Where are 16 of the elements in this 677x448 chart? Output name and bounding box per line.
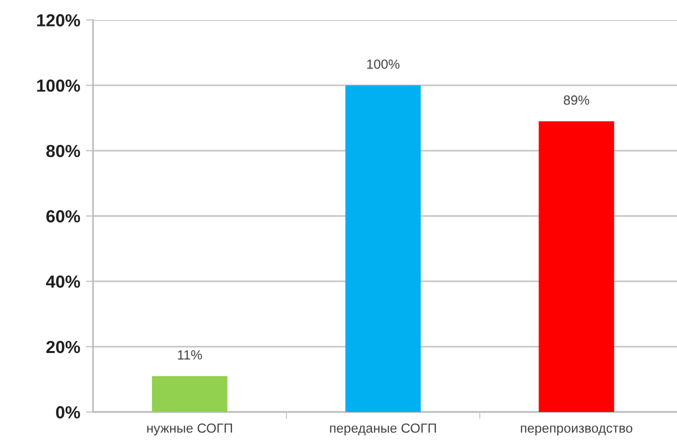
- y-tick-label: 60%: [46, 210, 80, 222]
- x-tick-label: нужные СОГП: [147, 423, 232, 436]
- x-tick-label: перепроизводство: [520, 426, 632, 436]
- data-label: 100%: [367, 59, 400, 69]
- bar: [345, 85, 421, 412]
- y-tick-label: 80%: [46, 144, 80, 158]
- y-tick-label: 100%: [37, 80, 80, 92]
- y-tick-label: 0%: [56, 406, 80, 418]
- y-tick-label: 120%: [37, 14, 80, 26]
- data-label: 89%: [564, 95, 590, 105]
- x-tick-label: переданые СОГП: [330, 423, 436, 436]
- bar: [152, 376, 228, 412]
- y-tick-label: 40%: [46, 276, 80, 288]
- bar: [538, 121, 614, 412]
- data-label: 11%: [178, 350, 202, 360]
- y-tick-label: 20%: [46, 340, 80, 354]
